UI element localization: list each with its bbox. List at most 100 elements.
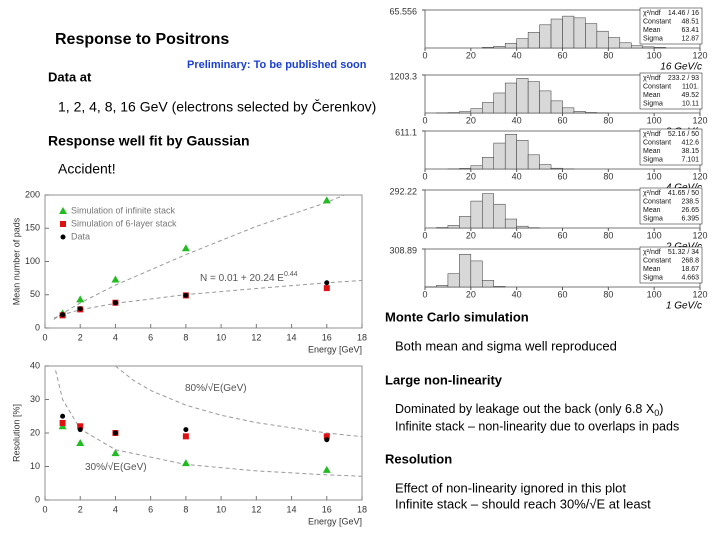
histogram-bar — [493, 46, 506, 49]
stats-box — [639, 128, 703, 166]
histogram-bar — [550, 18, 563, 49]
stats-value: 268.8 — [681, 257, 699, 264]
histogram-bar — [608, 37, 621, 49]
stats-label: χ²/ndf — [643, 75, 661, 82]
x-tick-label: 20 — [466, 50, 476, 60]
stats-label: Constant — [643, 198, 671, 205]
histogram-bar — [470, 165, 483, 170]
marker — [112, 300, 118, 306]
fit-note: Response well fit by Gaussian — [48, 133, 250, 149]
x-tick-label: 0 — [422, 171, 427, 181]
histogram-bar — [470, 108, 483, 114]
stats-value: 238.5 — [681, 198, 699, 205]
histogram-bar — [504, 218, 517, 229]
x-tick-label: 100 — [647, 50, 662, 60]
bullet-text: Dominated by leakage out the back (only … — [395, 402, 655, 416]
histogram-bar — [573, 111, 586, 114]
x-tick-label: 40 — [512, 230, 522, 240]
marker — [60, 312, 66, 318]
stats-value: 18.67 — [681, 266, 699, 273]
y-tick-label: 611.1 — [395, 127, 417, 137]
annotation: N = 0.01 + 20.24 E0.44 — [200, 271, 298, 284]
x-tick-label: 16 — [322, 332, 332, 342]
x-tick-label: 6 — [148, 504, 153, 514]
x-axis-label: Energy [GeV] — [308, 344, 362, 354]
x-tick-label: 6 — [148, 332, 153, 342]
y-tick-label: 200 — [25, 189, 40, 199]
heading: Resolution — [385, 451, 452, 466]
heading: Large non-linearity — [385, 372, 503, 387]
marker — [181, 244, 190, 252]
marker — [77, 423, 84, 430]
stats-value: 63.41 — [681, 27, 699, 34]
marker — [322, 465, 331, 473]
x-tick-label: 100 — [647, 230, 662, 240]
histogram-bar — [527, 32, 540, 49]
x-tick-label: 10 — [216, 332, 226, 342]
stats-label: Sigma — [643, 274, 663, 281]
legend-label: Simulation of 6-layer stack — [71, 218, 177, 228]
stats-label: χ²/ndf — [643, 249, 661, 256]
stats-label: Constant — [643, 83, 671, 90]
histogram-bar — [482, 102, 494, 114]
stats-label: Constant — [643, 257, 671, 264]
x-tick-label: 2 — [78, 504, 83, 514]
histogram-bar — [459, 216, 472, 229]
stats-label: Sigma — [643, 100, 663, 107]
histogram-bar — [482, 280, 494, 288]
bullet: Effect of non-linearity ignored in this … — [395, 480, 626, 495]
histogram-bar — [504, 43, 517, 49]
subscript: 0 — [654, 408, 659, 418]
energies: 1, 2, 4, 8, 16 GeV (electrons selected b… — [58, 99, 376, 115]
annotation-text: N = 0.01 + 20.24 E — [200, 273, 284, 284]
histogram-bar — [459, 254, 472, 288]
stats-value: 38.15 — [681, 148, 699, 155]
x-tick-label: 0 — [42, 504, 47, 514]
legend-label: Data — [71, 231, 90, 241]
stats-box — [639, 246, 703, 284]
y-tick-label: 150 — [25, 223, 40, 233]
marker — [322, 196, 331, 204]
stats-value: 1101. — [682, 83, 699, 90]
x-tick-label: 60 — [557, 171, 567, 181]
x-tick-label: 80 — [603, 171, 613, 181]
stats-value: 41.65 / 50 — [668, 190, 699, 197]
stats-label: Mean — [643, 27, 661, 34]
x-tick-label: 120 — [692, 115, 707, 125]
slide-title: Response to Positrons — [55, 31, 229, 48]
x-tick-label: 80 — [603, 50, 613, 60]
histogram-bar — [539, 90, 552, 114]
stats-label: Constant — [643, 139, 671, 146]
x-tick-label: 100 — [647, 115, 662, 125]
x-tick-label: 60 — [557, 50, 567, 60]
y-tick-label: 30 — [30, 394, 40, 404]
x-axis-label: Energy [GeV] — [308, 516, 362, 526]
x-tick-label: 120 — [692, 171, 707, 181]
stats-label: χ²/ndf — [643, 10, 661, 17]
annotation-text: 80%/√E(GeV) — [185, 382, 247, 394]
stats-value: 49.52 — [681, 92, 699, 99]
marker — [60, 221, 66, 227]
marker — [60, 413, 66, 419]
y-tick-label: 0 — [35, 322, 40, 332]
x-tick-label: 120 — [692, 50, 707, 60]
x-tick-label: 12 — [251, 332, 261, 342]
annotation-text: 30%/√E(GeV) — [85, 461, 147, 473]
stats-value: 6.395 — [681, 215, 699, 222]
stats-box — [639, 7, 703, 45]
stats-value: 26.65 — [681, 207, 699, 214]
marker — [60, 234, 66, 240]
marker — [323, 433, 330, 440]
x-tick-label: 14 — [287, 504, 297, 514]
bullet: Infinite stack – should reach 30%/√E at … — [395, 496, 651, 511]
y-tick-label: 292.22 — [389, 186, 417, 196]
histogram-bar — [527, 154, 540, 170]
stats-box — [639, 72, 703, 110]
bullet: Both mean and sigma well reproduced — [395, 338, 617, 353]
histogram-bar — [493, 203, 506, 229]
histogram-bar — [493, 142, 506, 170]
x-tick-label: 14 — [287, 332, 297, 342]
histogram-label: 16 GeV/c — [660, 62, 702, 73]
superscript: 0.44 — [284, 271, 298, 278]
preliminary-note: Preliminary: To be published soon — [187, 59, 367, 71]
